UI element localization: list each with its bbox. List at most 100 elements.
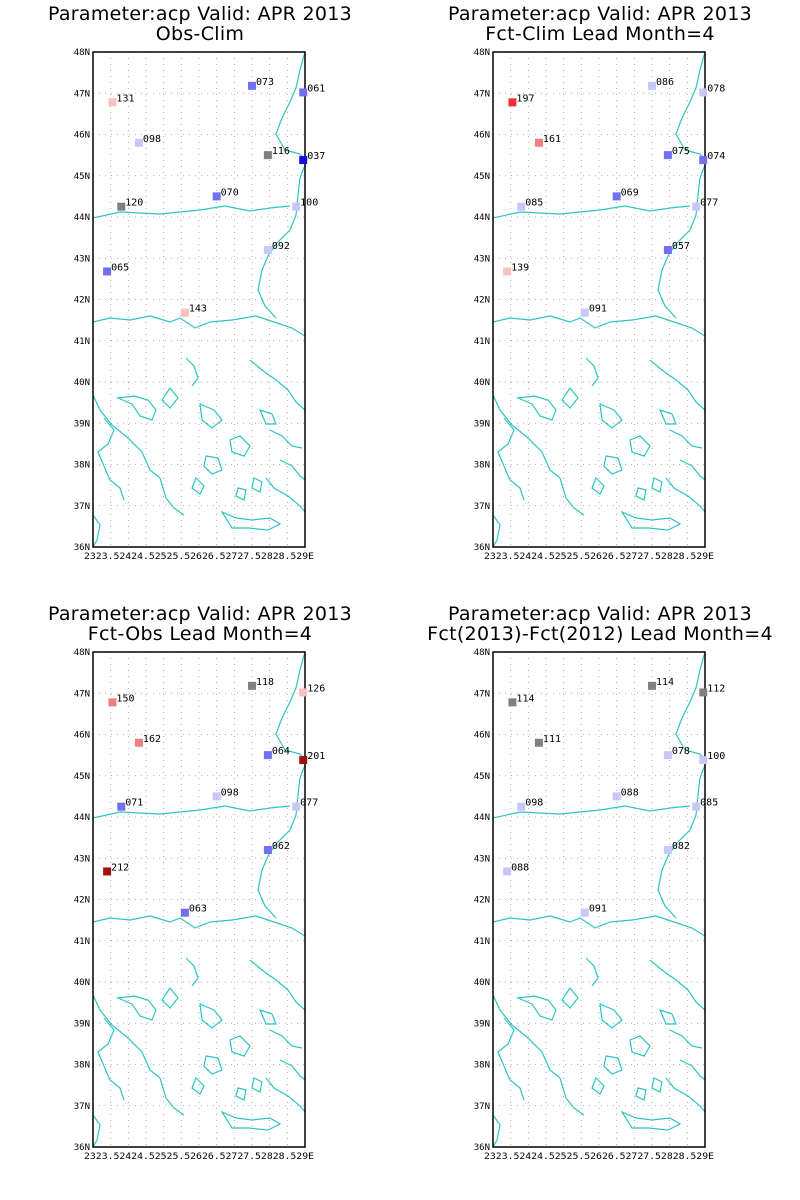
panel-title: Parameter:acp Valid: APR 2013 — [447, 603, 753, 625]
coastline-segment — [629, 435, 651, 457]
lat-tick-label: 41N — [474, 937, 490, 947]
coastline-segment — [497, 417, 525, 501]
lat-tick-label: 43N — [474, 854, 490, 864]
station-value-label: 088 — [621, 787, 639, 798]
coastline-segment — [97, 417, 125, 501]
coastline-segment — [269, 429, 303, 449]
coastline-segment — [561, 386, 579, 409]
coastline-segment — [115, 995, 157, 1021]
station-marker — [534, 138, 543, 147]
coastline-segment — [561, 986, 579, 1009]
coastline-segment — [92, 315, 306, 337]
station-marker — [108, 698, 117, 707]
station-value-label: 114 — [516, 693, 534, 704]
coastline-segment — [115, 395, 157, 421]
coastline-segment — [497, 1017, 525, 1101]
coastline-segment — [669, 429, 703, 449]
station-marker — [580, 908, 589, 917]
coastline-segment — [651, 1077, 663, 1093]
coastline-segment — [203, 1055, 223, 1075]
lat-tick-label: 44N — [74, 813, 90, 823]
coastline-segment — [635, 487, 647, 501]
lat-tick-label: 42N — [474, 296, 490, 306]
station-value-label: 074 — [707, 151, 725, 162]
coastline-segment — [649, 359, 706, 411]
station-marker — [612, 192, 621, 201]
station-marker — [508, 98, 517, 107]
coastline — [92, 51, 306, 548]
coastline-segment — [492, 994, 585, 1116]
coastline-segment — [585, 957, 599, 987]
coastline-segment — [665, 1077, 706, 1113]
station-value-label: 116 — [272, 146, 290, 157]
station-value-label: 150 — [116, 693, 134, 704]
stations: 131 098 120 065 143 070 073 061 116 037 100 092 — [103, 77, 325, 317]
coastline-segment — [229, 435, 251, 457]
station-marker — [292, 802, 301, 811]
lat-tick-label: 48N — [74, 648, 90, 658]
lat-tick-label: 40N — [474, 378, 490, 388]
coastline-segment — [161, 386, 179, 409]
station-value-label: 098 — [221, 787, 239, 798]
lat-tick-label: 39N — [474, 419, 490, 429]
station-value-label: 212 — [111, 862, 129, 873]
station-marker — [517, 202, 526, 211]
station-marker — [292, 202, 301, 211]
station-value-label: 077 — [300, 798, 318, 809]
coastline-segment — [265, 1077, 306, 1113]
coastline-segment — [92, 1114, 101, 1148]
coastline-segment — [191, 1076, 205, 1095]
lat-tick-label: 38N — [74, 461, 90, 471]
lat-tick-label: 39N — [474, 1019, 490, 1029]
station-value-label: 162 — [143, 734, 161, 745]
map-panel-fct-year-diff: Parameter:acp Valid: APR 2013 Fct(2013)-… — [400, 600, 800, 1200]
lat-tick-label: 43N — [74, 254, 90, 264]
station-marker — [699, 88, 708, 97]
lon-tick-labels: 2323.52424.52525.52626.52727.52828.529E — [484, 552, 714, 562]
map-plot: 48N47N46N45N44N43N42N41N40N39N38N37N36N2… — [74, 48, 326, 562]
coastline-segment — [258, 409, 277, 425]
station-marker — [212, 192, 221, 201]
coastline-segment — [161, 986, 179, 1009]
station-marker — [263, 246, 272, 254]
map-plot: 48N47N46N45N44N43N42N41N40N39N38N37N36N2… — [74, 648, 326, 1162]
station-marker — [248, 81, 256, 90]
panel-subtitle: Fct(2013)-Fct(2012) Lead Month=4 — [427, 623, 773, 645]
coastline-segment — [220, 1110, 282, 1131]
coastline-segment — [635, 1087, 647, 1101]
station-marker — [612, 792, 621, 801]
plot-area — [93, 652, 305, 1147]
coastline-segment — [251, 1077, 263, 1093]
coastline — [92, 651, 306, 1148]
station-marker — [299, 756, 308, 765]
coastline-segment — [275, 51, 306, 161]
coastline-segment — [265, 477, 306, 513]
panel-title: Parameter:acp Valid: APR 2013 — [47, 3, 353, 25]
station-value-label: 078 — [707, 83, 725, 94]
coastline-segment — [515, 995, 557, 1021]
station-value-label: 098 — [143, 134, 161, 145]
coastline-segment — [599, 403, 623, 429]
coastline-segment — [620, 1110, 682, 1131]
station-value-label: 062 — [272, 841, 290, 852]
station-value-label: 100 — [300, 198, 318, 209]
plot-area — [493, 652, 705, 1147]
station-value-label: 091 — [589, 904, 607, 915]
station-value-label: 037 — [307, 151, 325, 162]
coastline-segment — [658, 1009, 677, 1025]
coastline-segment — [492, 514, 501, 548]
station-value-label: 085 — [525, 198, 543, 209]
station-value-label: 126 — [307, 683, 325, 694]
lat-tick-label: 42N — [474, 896, 490, 906]
station-value-label: 069 — [621, 187, 639, 198]
lat-tick-label: 38N — [74, 1061, 90, 1071]
station-marker — [108, 98, 117, 107]
lat-tick-label: 39N — [74, 1019, 90, 1029]
station-marker — [648, 681, 656, 690]
lat-tick-label: 46N — [74, 131, 90, 141]
panel-title: Parameter:acp Valid: APR 2013 — [47, 603, 353, 625]
lat-tick-label: 47N — [74, 89, 90, 99]
coastline-segment — [591, 476, 605, 495]
lat-tick-label: 37N — [474, 502, 490, 512]
station-marker — [692, 202, 701, 211]
